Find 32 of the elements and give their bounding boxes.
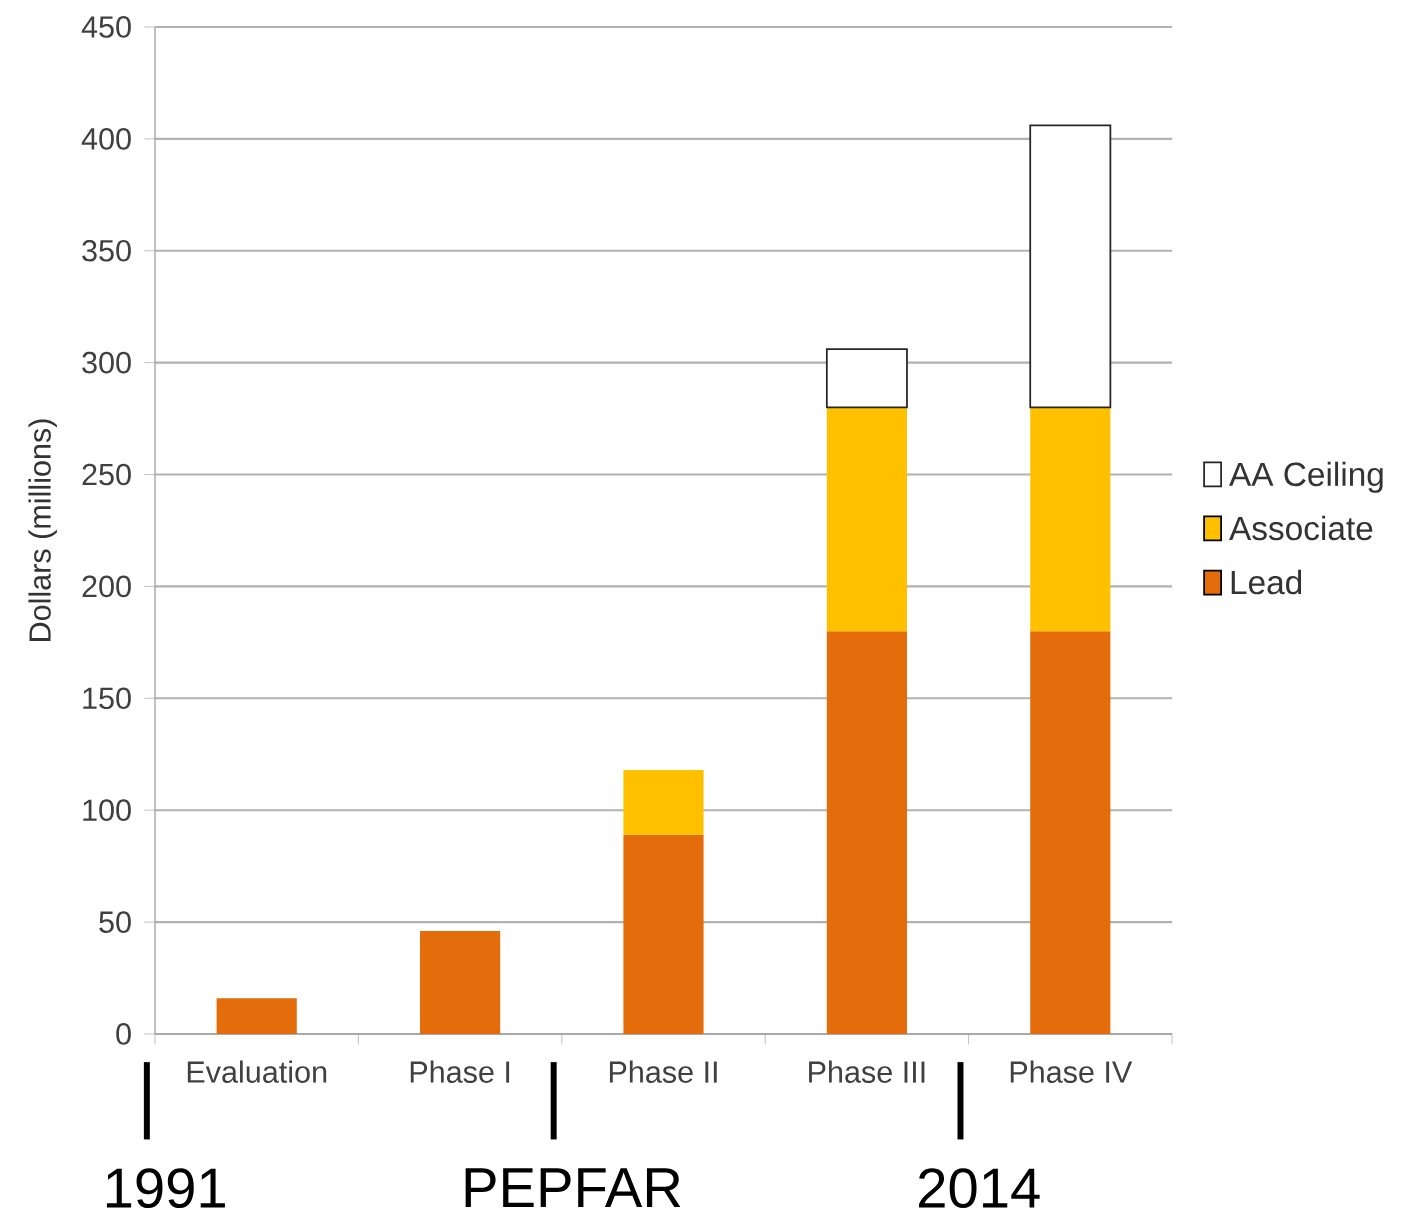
legend-label: AA Ceiling — [1229, 461, 1383, 493]
bar — [825, 348, 908, 409]
bar — [1030, 407, 1111, 632]
y-tick-label: 100 — [83, 799, 131, 821]
y-tick-label: 50 — [99, 911, 131, 933]
bar — [623, 834, 704, 1034]
bar — [1029, 124, 1112, 409]
y-tick-label: 300 — [82, 351, 131, 374]
bar — [826, 631, 907, 1034]
bar — [420, 931, 501, 1034]
x-tick-label: Phase II — [609, 1060, 717, 1083]
y-tick-label: 450 — [81, 16, 131, 38]
x-tick-label: Evaluation — [187, 1060, 327, 1083]
y-tick-label: 350 — [82, 239, 131, 262]
y-tick-label: 0 — [116, 1023, 131, 1045]
y-tick-label: 250 — [82, 463, 131, 486]
legend-label: Lead — [1231, 569, 1302, 595]
y-tick-label: 200 — [82, 575, 131, 598]
y-axis-title: Dollars (millions) — [28, 419, 57, 641]
legend-label: Associate — [1229, 515, 1373, 541]
x-tick-label: Phase I — [410, 1060, 510, 1083]
bar — [216, 998, 297, 1034]
bar — [623, 769, 704, 835]
text: PEPFAR — [465, 1168, 681, 1207]
x-tick-label: Phase III — [809, 1060, 925, 1083]
x-tick-label: Phase IV — [1010, 1060, 1133, 1083]
y-tick-label: 150 — [83, 687, 131, 710]
text: 1991 — [106, 1168, 225, 1209]
text: 2014 — [919, 1168, 1040, 1209]
bar — [826, 407, 907, 632]
y-tick-label: 400 — [81, 128, 131, 150]
bar — [1030, 631, 1111, 1034]
